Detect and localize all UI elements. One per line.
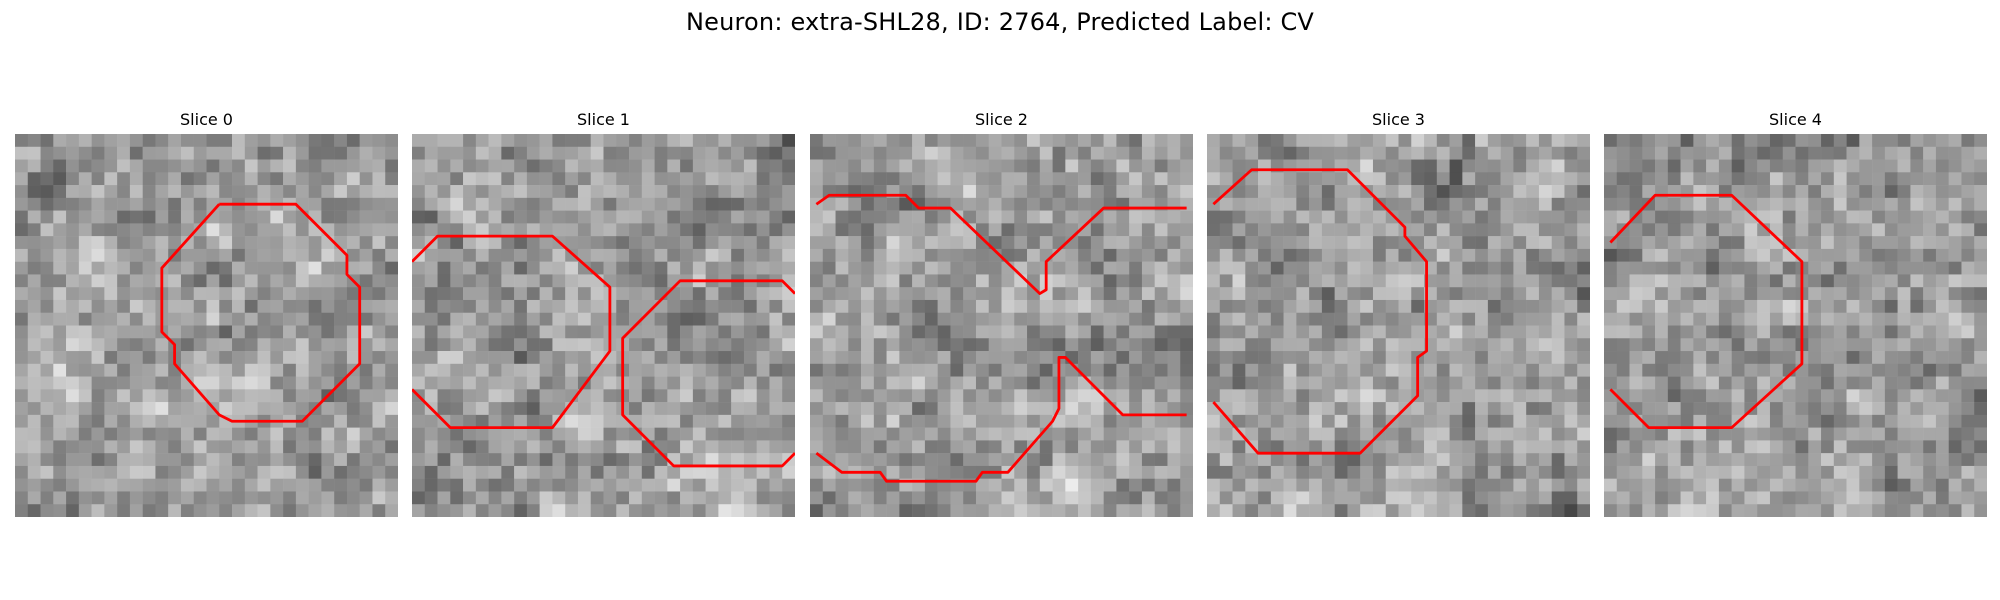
contour-line bbox=[815, 356, 1187, 483]
slice-image-1 bbox=[412, 134, 795, 517]
contour-line bbox=[815, 193, 1187, 295]
slice-panel-4: Slice 4 bbox=[1604, 108, 1987, 517]
contour-line bbox=[160, 202, 362, 423]
figure-title: Neuron: extra-SHL28, ID: 2764, Predicted… bbox=[685, 8, 1315, 36]
grayscale-image bbox=[1604, 134, 1987, 517]
slice-panel-1: Slice 1 bbox=[412, 108, 795, 517]
grayscale-image bbox=[412, 134, 795, 517]
slice-title: Slice 1 bbox=[577, 110, 630, 129]
grayscale-image bbox=[1207, 134, 1590, 517]
contour-line bbox=[621, 279, 795, 468]
contour-line bbox=[412, 234, 612, 430]
slice-panel-0: Slice 0 bbox=[15, 108, 398, 517]
slice-panel-2: Slice 2 bbox=[810, 108, 1193, 517]
slice-panel-3: Slice 3 bbox=[1207, 108, 1590, 517]
grayscale-image bbox=[810, 134, 1193, 517]
slice-title: Slice 4 bbox=[1769, 110, 1822, 129]
contour-line bbox=[1609, 193, 1804, 430]
slice-image-4 bbox=[1604, 134, 1987, 517]
slice-title: Slice 2 bbox=[975, 110, 1028, 129]
slice-image-2 bbox=[810, 134, 1193, 517]
contour-line bbox=[1212, 168, 1428, 455]
slice-title: Slice 3 bbox=[1372, 110, 1425, 129]
slice-title: Slice 0 bbox=[180, 110, 233, 129]
slice-image-3 bbox=[1207, 134, 1590, 517]
slice-image-0 bbox=[15, 134, 398, 517]
grayscale-image bbox=[15, 134, 398, 517]
